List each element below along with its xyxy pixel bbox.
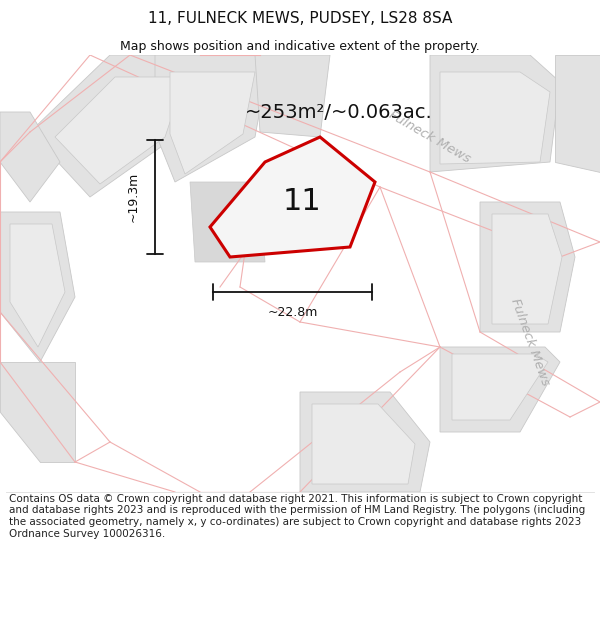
Polygon shape [55,77,185,184]
Polygon shape [555,55,600,172]
Text: Map shows position and indicative extent of the property.: Map shows position and indicative extent… [120,39,480,52]
Polygon shape [300,392,430,492]
Polygon shape [30,55,200,197]
Polygon shape [255,55,330,137]
Text: Fulneck Mews: Fulneck Mews [387,108,473,166]
Text: ~253m²/~0.063ac.: ~253m²/~0.063ac. [245,102,433,121]
Text: 11, FULNECK MEWS, PUDSEY, LS28 8SA: 11, FULNECK MEWS, PUDSEY, LS28 8SA [148,11,452,26]
Text: Fulneck Mews: Fulneck Mews [508,296,552,388]
Polygon shape [10,224,65,347]
Polygon shape [480,202,575,332]
Polygon shape [0,362,75,462]
Polygon shape [0,212,75,362]
Text: ~19.3m: ~19.3m [127,172,139,222]
Text: Contains OS data © Crown copyright and database right 2021. This information is : Contains OS data © Crown copyright and d… [9,494,585,539]
Polygon shape [452,354,548,420]
Polygon shape [210,137,375,257]
Polygon shape [190,182,265,262]
Polygon shape [440,347,560,432]
Text: ~22.8m: ~22.8m [268,306,317,319]
Polygon shape [170,72,255,174]
Polygon shape [312,404,415,484]
Polygon shape [155,55,270,182]
Polygon shape [0,112,60,202]
Polygon shape [440,72,550,164]
Polygon shape [430,55,560,172]
Text: 11: 11 [282,188,321,216]
Polygon shape [492,214,562,324]
